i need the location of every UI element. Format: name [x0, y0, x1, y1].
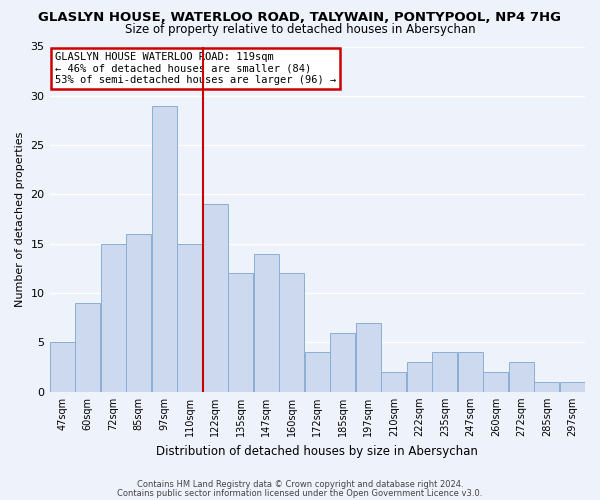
Text: Size of property relative to detached houses in Abersychan: Size of property relative to detached ho… [125, 22, 475, 36]
Bar [101, 244, 125, 392]
Bar [280, 274, 304, 392]
Bar [458, 352, 482, 392]
Bar [560, 382, 584, 392]
Bar [50, 342, 74, 392]
Text: Contains HM Land Registry data © Crown copyright and database right 2024.: Contains HM Land Registry data © Crown c… [137, 480, 463, 489]
Bar [254, 254, 278, 392]
Bar [305, 352, 329, 392]
Bar [178, 244, 202, 392]
Y-axis label: Number of detached properties: Number of detached properties [15, 132, 25, 307]
Bar [152, 106, 176, 392]
Bar [535, 382, 559, 392]
Bar [229, 274, 253, 392]
Bar [382, 372, 406, 392]
Text: GLASLYN HOUSE WATERLOO ROAD: 119sqm
← 46% of detached houses are smaller (84)
53: GLASLYN HOUSE WATERLOO ROAD: 119sqm ← 46… [55, 52, 336, 85]
X-axis label: Distribution of detached houses by size in Abersychan: Distribution of detached houses by size … [157, 444, 478, 458]
Text: Contains public sector information licensed under the Open Government Licence v3: Contains public sector information licen… [118, 488, 482, 498]
Bar [76, 303, 100, 392]
Bar [407, 362, 431, 392]
Bar [356, 322, 380, 392]
Bar [127, 234, 151, 392]
Bar [509, 362, 533, 392]
Bar [433, 352, 457, 392]
Bar [484, 372, 508, 392]
Bar [203, 204, 227, 392]
Bar [331, 332, 355, 392]
Text: GLASLYN HOUSE, WATERLOO ROAD, TALYWAIN, PONTYPOOL, NP4 7HG: GLASLYN HOUSE, WATERLOO ROAD, TALYWAIN, … [38, 11, 562, 24]
